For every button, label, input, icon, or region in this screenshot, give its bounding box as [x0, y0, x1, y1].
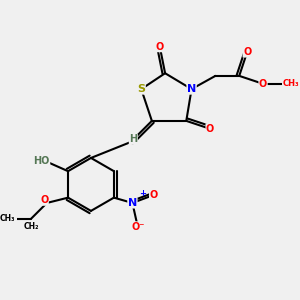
Text: H: H	[129, 134, 137, 144]
Text: O: O	[243, 47, 251, 57]
Text: CH₂: CH₂	[23, 222, 39, 231]
Text: O: O	[156, 42, 164, 52]
Text: CH₃: CH₃	[0, 214, 15, 223]
Text: +: +	[139, 189, 146, 198]
Text: O: O	[259, 79, 267, 89]
Text: N: N	[187, 84, 196, 94]
Text: O: O	[40, 195, 48, 205]
Text: O⁻: O⁻	[131, 222, 144, 232]
Text: CH₃: CH₃	[283, 79, 299, 88]
Text: N: N	[128, 198, 137, 208]
Text: S: S	[137, 84, 145, 94]
Text: HO: HO	[33, 156, 50, 166]
Text: O: O	[206, 124, 214, 134]
Text: O: O	[149, 190, 158, 200]
